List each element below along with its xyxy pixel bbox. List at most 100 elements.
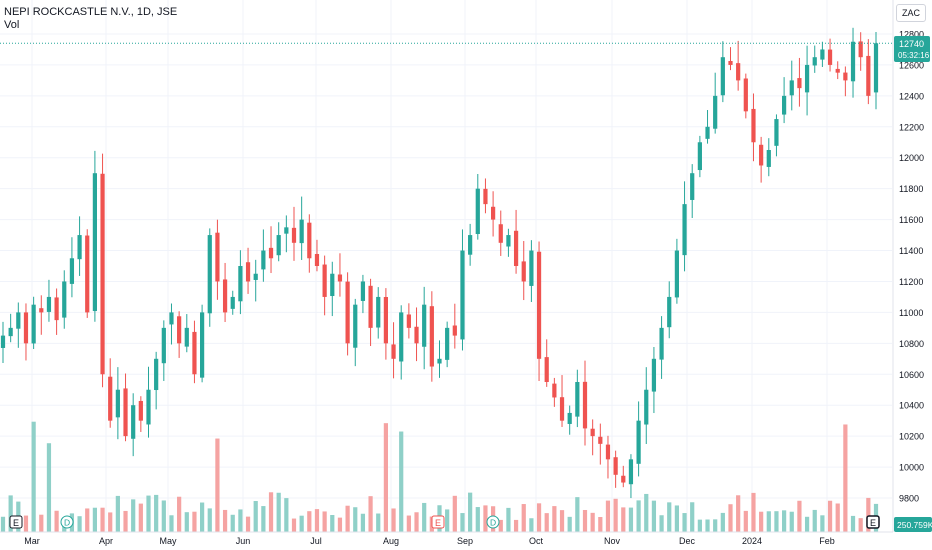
volume-bar bbox=[812, 509, 817, 532]
candle-body bbox=[506, 235, 511, 247]
candle-body bbox=[261, 250, 266, 270]
event-markers[interactable]: E D E D E bbox=[9, 515, 880, 529]
volume-bar bbox=[261, 506, 266, 532]
volume-bar bbox=[690, 502, 695, 532]
candle-body bbox=[835, 68, 840, 73]
dividend-marker[interactable]: D bbox=[60, 515, 74, 529]
candle-body bbox=[154, 358, 159, 391]
candle-body bbox=[544, 357, 549, 382]
volume-bar bbox=[322, 511, 327, 532]
volume-bar bbox=[422, 502, 427, 532]
candle-body bbox=[713, 95, 718, 129]
volume-bar bbox=[659, 515, 664, 532]
volume-bar bbox=[529, 518, 534, 532]
volume-bar bbox=[177, 496, 182, 532]
candle-body bbox=[751, 108, 756, 143]
candle-body bbox=[552, 383, 557, 398]
earnings-marker[interactable]: E bbox=[9, 515, 23, 529]
volume-bar bbox=[582, 509, 588, 532]
volume-bar bbox=[705, 519, 710, 532]
volume-bar bbox=[468, 492, 473, 532]
volume-bar bbox=[360, 513, 366, 532]
volume-bar bbox=[605, 500, 611, 532]
candle-body bbox=[222, 279, 228, 313]
candle-body bbox=[92, 173, 98, 312]
candle-body bbox=[690, 173, 695, 200]
volume-bar bbox=[337, 517, 343, 532]
volume-bar bbox=[559, 510, 565, 532]
candle-body bbox=[314, 254, 320, 266]
volume-bar bbox=[23, 515, 29, 532]
price-tag-countdown: 05:32:16 bbox=[898, 51, 930, 60]
candle-body bbox=[445, 327, 450, 360]
volume-tag-bg bbox=[894, 517, 932, 532]
volume-bar bbox=[77, 516, 82, 532]
candle-body bbox=[207, 235, 212, 314]
candle-body bbox=[667, 296, 672, 328]
candle-body bbox=[0, 335, 6, 348]
candle-body bbox=[582, 381, 588, 429]
volume-bar bbox=[598, 517, 603, 532]
volume-bar bbox=[789, 511, 794, 532]
volume-bar bbox=[222, 509, 228, 532]
volume-bar bbox=[766, 511, 771, 532]
candle-body bbox=[177, 316, 182, 344]
volume-bar bbox=[92, 507, 98, 532]
candle-body bbox=[521, 261, 526, 282]
volume-bar bbox=[8, 495, 13, 532]
svg-text:E: E bbox=[870, 518, 876, 528]
candle-body bbox=[797, 78, 802, 89]
volume-bar bbox=[184, 512, 189, 532]
candle-body bbox=[460, 250, 465, 340]
candle-body bbox=[360, 281, 366, 301]
volume-bar bbox=[774, 511, 779, 532]
price-axis[interactable]: 9800 10000 10200 10400 10600 10800 11000 11200 1… bbox=[899, 30, 924, 504]
candle-body bbox=[781, 95, 787, 115]
volume-bar bbox=[353, 507, 358, 532]
volume-bar bbox=[513, 519, 519, 532]
candle-body bbox=[759, 144, 764, 166]
volume-bar bbox=[590, 512, 595, 532]
candle-body bbox=[31, 304, 36, 344]
earnings-marker[interactable]: E bbox=[866, 515, 880, 529]
volume-bar bbox=[399, 431, 404, 532]
volume-bar bbox=[376, 513, 381, 532]
earnings-marker[interactable]: E bbox=[431, 515, 445, 529]
volume-bar bbox=[751, 492, 756, 532]
time-tick-label: Feb bbox=[819, 536, 835, 546]
candle-body bbox=[330, 273, 335, 297]
candle-body bbox=[238, 266, 243, 302]
candle-body bbox=[651, 358, 657, 392]
last-price-tag: 12740 05:32:16 bbox=[894, 36, 930, 62]
volume-bar bbox=[215, 438, 220, 532]
candle-body bbox=[437, 358, 442, 364]
time-axis[interactable]: Mar Apr May Jun Jul Aug Sep Oct Nov Dec 2024 Feb bbox=[24, 536, 835, 546]
volume-bar bbox=[445, 509, 450, 532]
volume-bar bbox=[299, 515, 304, 532]
candle-body bbox=[161, 327, 166, 364]
candle-body bbox=[245, 262, 251, 282]
candle-body bbox=[62, 281, 67, 318]
volume-bar bbox=[146, 495, 151, 532]
volume-bar bbox=[0, 516, 6, 532]
volume-bar bbox=[667, 502, 672, 532]
candle-body bbox=[468, 235, 473, 255]
candle-body bbox=[674, 250, 680, 298]
price-tick-label: 9800 bbox=[899, 494, 919, 504]
price-tag-bg bbox=[894, 36, 930, 62]
candle-body bbox=[284, 227, 289, 234]
candle-body bbox=[131, 405, 136, 439]
svg-text:E: E bbox=[435, 518, 441, 528]
currency-button[interactable]: ZAC bbox=[896, 4, 926, 22]
candle-body bbox=[536, 251, 542, 359]
time-tick-label: Sep bbox=[457, 536, 473, 546]
candle-body bbox=[353, 304, 358, 348]
candle-body bbox=[598, 436, 603, 444]
volume-bar bbox=[460, 513, 465, 532]
candle-body bbox=[169, 312, 174, 325]
dividend-marker[interactable]: D bbox=[486, 515, 500, 529]
volume-legend: Vol bbox=[4, 19, 20, 31]
candle-body bbox=[253, 273, 258, 280]
